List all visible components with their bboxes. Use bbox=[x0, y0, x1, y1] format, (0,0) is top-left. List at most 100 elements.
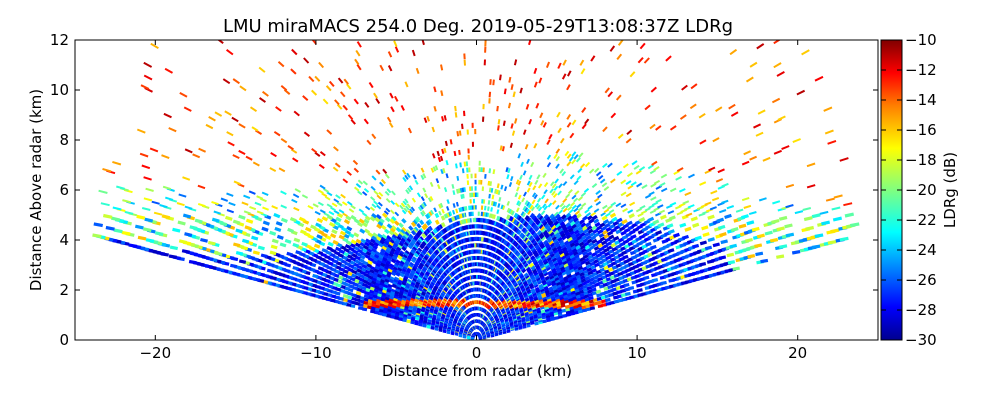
radar-gate bbox=[408, 261, 415, 267]
radar-gate bbox=[534, 300, 540, 305]
radar-gate bbox=[351, 269, 358, 275]
radar-gate bbox=[423, 229, 430, 236]
radar-gate bbox=[404, 286, 410, 292]
radar-gate bbox=[756, 233, 765, 239]
radar-gate bbox=[398, 222, 404, 228]
radar-gate bbox=[380, 178, 386, 185]
radar-gate bbox=[665, 55, 672, 62]
radar-gate bbox=[402, 277, 408, 283]
radar-gate bbox=[316, 217, 324, 224]
radar-gate bbox=[556, 302, 562, 307]
radar-gate bbox=[381, 289, 387, 294]
radar-gate bbox=[524, 237, 530, 244]
radar-gate bbox=[411, 278, 417, 284]
radar-gate bbox=[557, 247, 563, 253]
radar-gate bbox=[630, 234, 637, 240]
radar-gate bbox=[544, 198, 549, 204]
radar-gate bbox=[541, 313, 546, 318]
radar-gate bbox=[539, 112, 544, 119]
radar-gate bbox=[377, 270, 383, 276]
radar-gate bbox=[387, 255, 393, 261]
radar-gate bbox=[560, 223, 567, 229]
radar-gate bbox=[408, 251, 415, 258]
radar-gate bbox=[347, 114, 354, 121]
radar-gate bbox=[373, 200, 379, 206]
radar-gate bbox=[564, 281, 570, 286]
radar-gate bbox=[571, 295, 577, 301]
radar-gate bbox=[413, 274, 419, 280]
radar-gate bbox=[530, 161, 535, 168]
radar-gate bbox=[357, 190, 363, 196]
radar-gate bbox=[485, 244, 490, 249]
radar-gate bbox=[778, 215, 788, 221]
radar-gate bbox=[540, 218, 547, 225]
radar-gate bbox=[416, 309, 421, 314]
radar-gate bbox=[531, 291, 537, 297]
radar-gate bbox=[501, 146, 505, 152]
radar-gate bbox=[518, 238, 524, 245]
radar-gate bbox=[616, 217, 623, 224]
radar-gate bbox=[407, 263, 414, 269]
radar-gate bbox=[350, 273, 357, 278]
radar-gate bbox=[530, 265, 536, 272]
radar-gate bbox=[402, 200, 407, 206]
radar-gate bbox=[143, 61, 153, 68]
radar-gate bbox=[560, 214, 567, 220]
radar-gate bbox=[417, 300, 423, 306]
radar-gate bbox=[556, 283, 562, 289]
radar-gate bbox=[573, 197, 579, 203]
radar-gate bbox=[605, 241, 612, 247]
radar-gate bbox=[319, 151, 326, 157]
radar-gate bbox=[587, 289, 593, 294]
radar-gate bbox=[404, 231, 410, 237]
radar-gate bbox=[540, 194, 546, 200]
radar-gate bbox=[422, 231, 428, 237]
radar-gate bbox=[576, 235, 583, 241]
radar-gate bbox=[557, 312, 563, 317]
radar-gate bbox=[555, 148, 561, 154]
radar-gate bbox=[557, 310, 563, 315]
radar-gate bbox=[628, 213, 635, 219]
radar-gate bbox=[394, 290, 400, 296]
radar-gate bbox=[419, 281, 426, 287]
radar-gate bbox=[527, 210, 532, 215]
radar-gate bbox=[562, 249, 569, 255]
radar-gate bbox=[415, 269, 421, 275]
radar-gate bbox=[571, 194, 577, 200]
radar-gate bbox=[280, 84, 288, 91]
radar-gate bbox=[388, 298, 394, 303]
radar-gate bbox=[393, 251, 400, 257]
radar-gate bbox=[533, 298, 539, 303]
radar-gate bbox=[574, 271, 581, 277]
radar-gate bbox=[559, 278, 565, 284]
radar-gate bbox=[785, 232, 795, 238]
radar-gate bbox=[553, 290, 559, 296]
radar-gate bbox=[502, 120, 506, 126]
radar-gate bbox=[509, 216, 514, 222]
radar-gate bbox=[684, 191, 692, 197]
radar-gate bbox=[590, 211, 596, 217]
plot-data-layer bbox=[92, 40, 860, 340]
radar-gate bbox=[503, 226, 508, 232]
radar-gate bbox=[392, 253, 399, 259]
radar-gate bbox=[593, 245, 600, 251]
radar-gate bbox=[409, 299, 415, 305]
radar-gate bbox=[425, 252, 431, 258]
radar-gate bbox=[385, 207, 391, 213]
radar-gate bbox=[555, 268, 562, 274]
radar-gate bbox=[719, 232, 727, 238]
radar-gate bbox=[403, 307, 409, 312]
radar-gate bbox=[494, 188, 497, 194]
radar-gate bbox=[772, 200, 781, 205]
radar-gate bbox=[499, 288, 505, 294]
radar-gate bbox=[578, 268, 585, 274]
radar-gate bbox=[511, 130, 516, 136]
radar-gate bbox=[776, 226, 785, 232]
radar-gate bbox=[373, 285, 380, 290]
radar-gate bbox=[360, 285, 367, 291]
radar-gate bbox=[715, 106, 723, 112]
radar-gate bbox=[536, 280, 543, 285]
radar-gate bbox=[598, 232, 605, 239]
radar-gate bbox=[533, 283, 539, 289]
radar-gate bbox=[598, 284, 605, 289]
